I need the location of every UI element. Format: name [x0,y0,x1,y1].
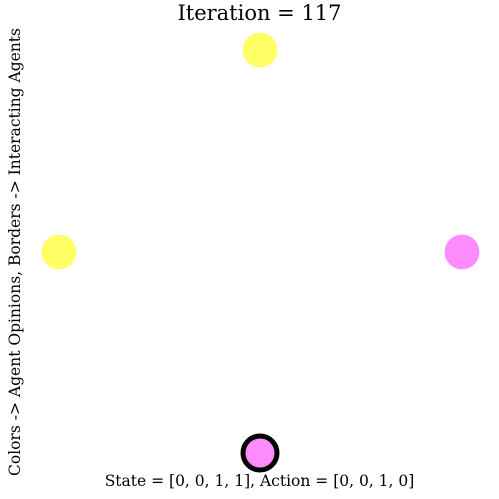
agent-left [41,234,77,270]
agent-bottom [240,433,280,473]
agent-right [444,234,480,270]
plot-title: Iteration = 117 [177,1,342,25]
agent-top [242,32,278,68]
state-action-label: State = [0, 0, 1, 1], Action = [0, 0, 1,… [104,472,415,490]
